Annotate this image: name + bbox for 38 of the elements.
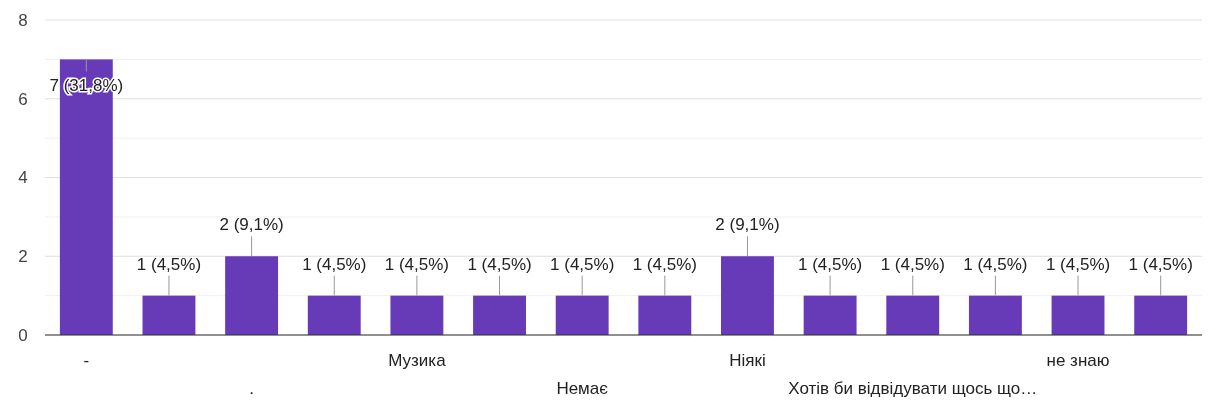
data-label: 1 (4,5%) [1045,254,1111,274]
bar [142,295,196,335]
x-tick-label: не знаю [1046,351,1110,370]
bar [1051,295,1105,335]
bar [638,295,692,335]
y-tick-label: 8 [18,10,28,30]
bar [555,295,609,335]
x-tick-label: Немає [556,379,609,398]
bar [307,295,361,335]
y-tick-label: 6 [18,89,28,109]
x-tick-label: Ніякі [729,351,766,370]
data-label: 1 (4,5%) [467,254,532,274]
x-tick-label: Музика [388,351,447,370]
data-label: 1 (4,5%) [1128,254,1193,274]
data-label: 1 (4,5%) [797,254,863,274]
x-tick-label: . [249,379,254,398]
bar [1134,295,1188,335]
bar [968,295,1022,335]
data-label: 1 (4,5%) [302,254,367,274]
data-label: 1 (4,5%) [963,254,1028,274]
data-label: 1 (4,5%) [384,254,450,274]
bar [225,256,279,335]
bar [803,295,857,335]
data-label: 1 (4,5%) [880,254,945,274]
data-label: 2 (9,1%) [219,215,284,235]
data-label: 1 (4,5%) [632,254,697,274]
y-tick-label: 0 [18,325,28,345]
x-tick-label: Хотів би відвідувати щось що… [788,379,1038,398]
data-label: 1 (4,5%) [550,254,615,274]
bar [886,295,940,335]
data-label: 2 (9,1%) [715,215,780,235]
bar [473,295,526,335]
y-tick-label: 2 [18,247,28,267]
y-tick-label: 4 [18,168,28,188]
bar [390,295,444,335]
x-tick-label: - [83,351,90,370]
data-label: 1 (4,5%) [136,254,202,274]
bar [721,256,774,335]
